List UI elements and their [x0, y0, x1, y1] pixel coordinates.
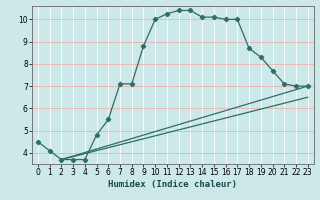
- X-axis label: Humidex (Indice chaleur): Humidex (Indice chaleur): [108, 180, 237, 189]
